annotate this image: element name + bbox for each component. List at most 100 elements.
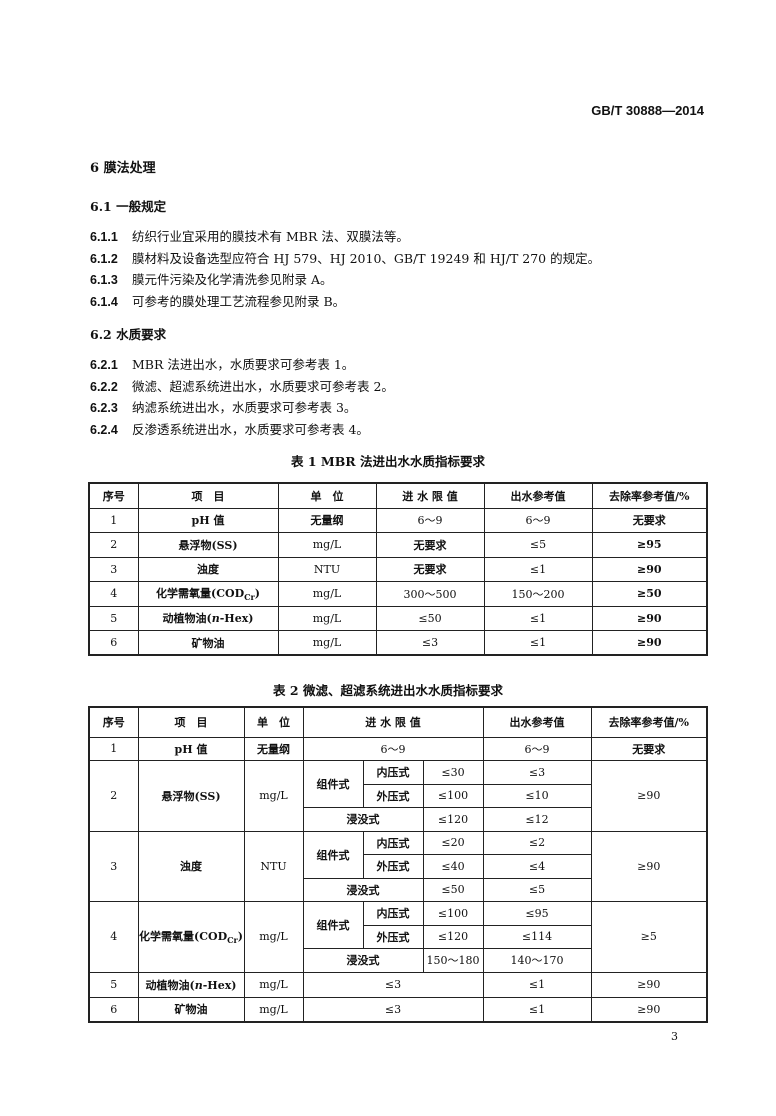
table-cell: ≥90: [590, 971, 708, 998]
clause-number: 6.1.3: [90, 273, 118, 287]
table-cell: ≥90: [590, 996, 708, 1023]
table-cell: 300～500: [375, 581, 485, 607]
table-cell: 6～9: [375, 507, 485, 533]
table-cell: mg/L: [277, 532, 377, 558]
table-cell: ≤2: [482, 830, 592, 855]
table-cell: 2: [88, 532, 139, 558]
clause: 6.1.3 膜元件污染及化学清洗参见附录 A。: [90, 269, 333, 288]
table-row: 2 悬浮物(SS) mg/L 组件式 内压式 ≤30 ≤3 ≥90: [88, 760, 708, 832]
table-cell: ≤10: [482, 783, 592, 808]
table-row: 5 动植物油(n-Hex) mg/L ≤50 ≤1 ≥90: [88, 605, 708, 631]
table-row: 浸没式 ≤120 ≤12: [89, 807, 707, 832]
table-cell: 140～170: [482, 948, 592, 973]
table-header-row: 序号项 目单 位进 水 限 值出水参考值 去除率参考值/%: [88, 482, 708, 509]
table-cell: 无要求: [590, 736, 708, 761]
table1: 序号项 目单 位进 水 限 值出水参考值 去除率参考值/% 1 pH 值无量纲 6～9 6…: [88, 482, 708, 656]
table-cell: ≥90: [591, 605, 708, 631]
table-cell: 组件式: [302, 760, 364, 808]
table-cell: 6: [88, 996, 139, 1023]
clause-text: 反渗透系统进出水，水质要求可参考表 4。: [132, 421, 369, 437]
table-cell: ≤30: [422, 760, 484, 785]
table-cell: pH 值: [137, 507, 279, 533]
table-cell: 内压式: [362, 830, 424, 855]
table-cell: 组件式: [302, 830, 364, 879]
table-cell: ≥50: [591, 581, 708, 607]
table-cell: 化学需氧量(CODCr): [137, 901, 245, 973]
clause-number: 6.1.1: [90, 230, 118, 244]
table-cell: 进 水 限 值: [375, 482, 485, 509]
table-cell: 无量纲: [243, 736, 304, 761]
table-row: 5 动植物油(n-Hex) mg/L ≤3 ≤1 ≥90: [88, 971, 708, 998]
table-cell: mg/L: [243, 971, 304, 998]
table-cell: 浊度: [137, 830, 245, 902]
table-cell: ≤95: [482, 901, 592, 926]
table-cell: 4: [88, 901, 139, 973]
table-cell: 4: [88, 581, 139, 607]
table-cell: ≤114: [482, 924, 592, 949]
clause-text: MBR 法进出水，水质要求可参考表 1。: [132, 357, 355, 372]
table-cell: 悬浮物(SS): [137, 760, 245, 832]
table-cell: 6～9: [302, 736, 484, 761]
table-cell: 悬浮物(SS): [137, 532, 279, 558]
table-cell: 3: [88, 556, 139, 582]
table-cell: ≤50: [422, 877, 484, 902]
table-cell: pH 值: [137, 736, 245, 761]
table-row: 3 浊度 NTU 无要求 ≤1 ≥90: [88, 556, 708, 582]
table-cell: ≥90: [591, 556, 708, 582]
table-cell: ≤1: [482, 971, 592, 998]
table-cell: 去除率参考值/%: [591, 482, 708, 509]
table-cell: ≥5: [590, 901, 708, 973]
table-cell: 浸没式: [302, 807, 424, 832]
table-cell: 浊度: [137, 556, 279, 582]
table-cell: mg/L: [243, 901, 304, 973]
table-row: 1 pH 值无量纲 6～9 6～9 无要求: [88, 736, 708, 761]
table-cell: 外压式: [362, 783, 424, 808]
table2: 序号项 目单 位进 水 限 值出水参考值 去除率参考值/% 1 pH 值无量纲 6～9 6…: [88, 706, 709, 1023]
table-cell: 矿物油: [137, 996, 245, 1023]
clause-text: 膜材料及设备选型应符合 HJ 579、HJ 2010、GB/T 19249 和 …: [132, 250, 601, 266]
subsection-6-2-title: 6.2 水质要求: [90, 327, 167, 342]
table-cell: ≤3: [302, 971, 484, 998]
clause-number: 6.2.2: [90, 379, 118, 394]
table-row: 外压式 ≤120 ≤114: [89, 924, 707, 949]
section-title: 6 膜法处理: [90, 161, 156, 176]
table-cell: ≤100: [422, 783, 484, 808]
table-cell: ≥90: [591, 630, 708, 656]
table-cell: 无要求: [591, 507, 708, 533]
table-cell: ≤12: [482, 807, 592, 832]
table-cell: mg/L: [243, 760, 304, 832]
table-cell: 150～180: [422, 948, 484, 973]
table-cell: 动植物油(n-Hex): [137, 605, 279, 631]
table-cell: 出水参考值: [482, 706, 592, 738]
table-cell: ≤120: [422, 924, 484, 949]
table-cell: 去除率参考值/%: [590, 706, 708, 738]
table-cell: 序号: [88, 706, 139, 738]
table-cell: 5: [88, 971, 139, 998]
table-row: 4 化学需氧量(CODCr) mg/L 组件式 内压式 ≤100 ≤95 ≥5: [88, 901, 708, 973]
table-row: 4 化学需氧量(CODCr) mg/L 300～500 150～200 ≥50: [88, 581, 708, 607]
table-cell: 3: [88, 830, 139, 902]
table-cell: 6～9: [483, 507, 593, 533]
clause-text: 纺织行业宜采用的膜技术有 MBR 法、双膜法等。: [132, 229, 409, 244]
table-cell: ≤1: [483, 630, 593, 656]
clause-number: 6.2.1: [90, 358, 118, 372]
table-cell: 1: [88, 507, 139, 533]
table-cell: NTU: [277, 556, 377, 582]
table-cell: NTU: [243, 830, 304, 902]
table-cell: ≤1: [483, 556, 593, 582]
table-cell: 1: [88, 736, 139, 761]
table-cell: 浸没式: [302, 948, 424, 973]
table-header-row: 序号项 目单 位进 水 限 值出水参考值 去除率参考值/%: [88, 706, 708, 738]
table-cell: 150～200: [483, 581, 593, 607]
table-cell: 内压式: [362, 901, 424, 926]
table-cell: 化学需氧量(CODCr): [137, 581, 279, 607]
table-cell: 组件式: [302, 901, 364, 949]
clause: 6.2.3 纳滤系统进出水，水质要求可参考表 3。: [90, 397, 356, 416]
table-row: 6 矿物油 mg/L ≤3 ≤1 ≥90: [88, 630, 708, 656]
table-cell: 2: [88, 760, 139, 832]
table-cell: ≥95: [591, 532, 708, 558]
table-cell: ≤3: [482, 760, 592, 785]
table-cell: 项 目: [137, 706, 245, 738]
table-cell: mg/L: [277, 630, 377, 656]
table-cell: 出水参考值: [483, 482, 593, 509]
